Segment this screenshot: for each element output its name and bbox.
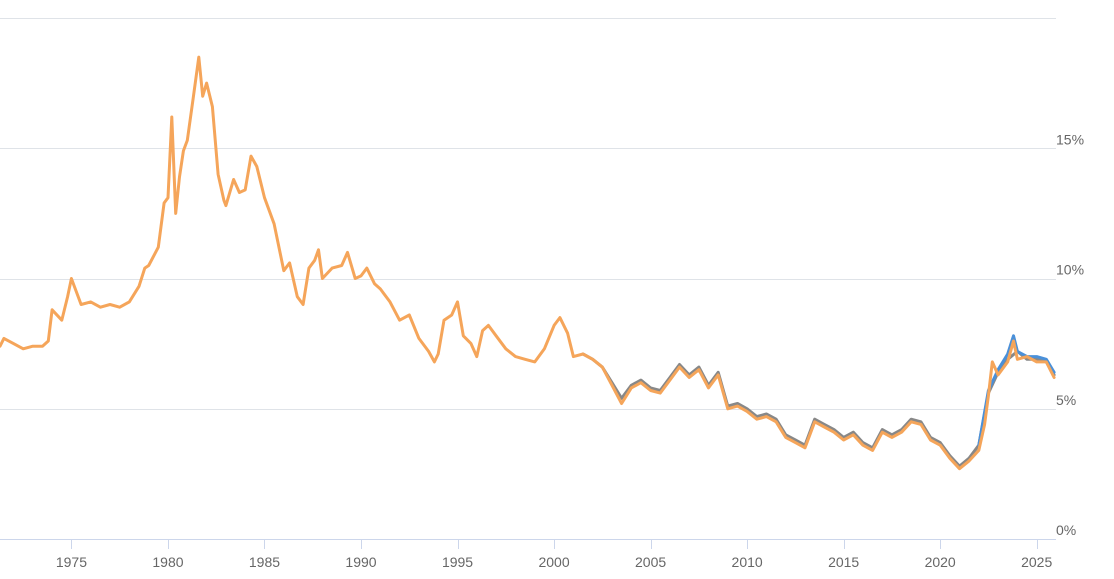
x-tick-label: 2000	[538, 554, 569, 570]
x-tick-label: 1995	[442, 554, 473, 570]
y-tick-label: 0%	[1056, 522, 1076, 538]
x-tick-label: 1990	[345, 554, 376, 570]
x-tick-label: 1975	[56, 554, 87, 570]
y-tick-label: 15%	[1056, 131, 1084, 147]
x-tick-label: 1980	[152, 554, 183, 570]
series-layer	[0, 55, 1056, 471]
series-line-2	[0, 55, 1056, 471]
x-tick-label: 2025	[1021, 554, 1052, 570]
y-axis-labels: 0% 5% 10% 15%	[1056, 131, 1084, 538]
x-axis	[0, 539, 1056, 549]
series-line-0	[581, 349, 1056, 468]
y-tick-label: 10%	[1056, 262, 1084, 278]
x-tick-label: 2020	[925, 554, 956, 570]
x-tick-label: 2010	[732, 554, 763, 570]
grid-lines	[0, 18, 1056, 410]
y-tick-label: 5%	[1056, 392, 1076, 408]
x-tick-label: 2005	[635, 554, 666, 570]
x-tick-label: 1985	[249, 554, 280, 570]
x-tick-label: 2015	[828, 554, 859, 570]
x-axis-labels: 1975 1980 1985 1990 1995 2000 2005 2010 2015 2020…	[56, 554, 1053, 570]
